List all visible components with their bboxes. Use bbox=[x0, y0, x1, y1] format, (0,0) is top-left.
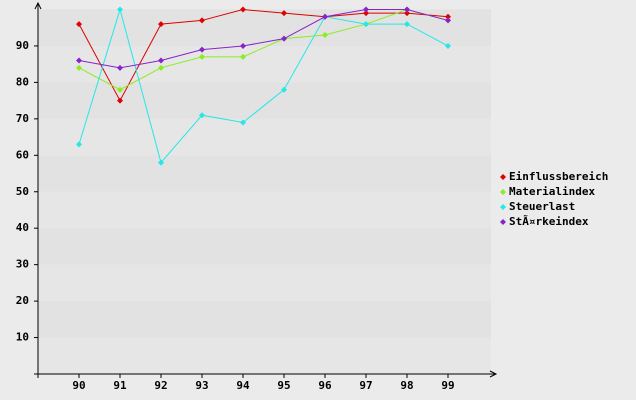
marker bbox=[199, 53, 205, 60]
line bbox=[78, 8, 449, 91]
marker bbox=[445, 13, 451, 20]
marker bbox=[117, 86, 123, 93]
legend-marker bbox=[500, 204, 506, 210]
y-tick-label: 50 bbox=[16, 185, 29, 198]
x-tick-label: 98 bbox=[400, 379, 413, 392]
y-tick-label: 90 bbox=[16, 39, 29, 52]
x-tick-label: 92 bbox=[154, 379, 167, 392]
marker bbox=[445, 42, 451, 49]
y-axis-arrow bbox=[34, 1, 42, 10]
y-tick-label: 80 bbox=[16, 75, 29, 88]
marker bbox=[445, 17, 451, 24]
marker bbox=[158, 21, 164, 28]
marker bbox=[240, 119, 246, 126]
y-tick-label: 10 bbox=[16, 331, 29, 344]
marker bbox=[117, 64, 123, 71]
marker bbox=[199, 112, 205, 119]
x-tick-label: 90 bbox=[72, 379, 85, 392]
line bbox=[78, 9, 449, 69]
x-tick-label: 91 bbox=[113, 379, 127, 392]
band bbox=[38, 264, 491, 302]
band bbox=[38, 191, 491, 229]
legend-marker bbox=[500, 219, 506, 225]
marker bbox=[76, 141, 82, 148]
marker bbox=[281, 86, 287, 93]
legend-marker bbox=[500, 174, 506, 180]
marker bbox=[76, 21, 82, 28]
marker bbox=[158, 57, 164, 64]
band bbox=[38, 82, 491, 119]
marker bbox=[117, 97, 123, 104]
y-tick-label: 40 bbox=[16, 221, 29, 234]
marker bbox=[240, 42, 246, 49]
x-tick-label: 95 bbox=[277, 379, 290, 392]
band bbox=[38, 45, 491, 83]
marker bbox=[404, 10, 410, 17]
marker bbox=[363, 10, 369, 17]
x-tick-label: 96 bbox=[318, 379, 332, 392]
x-tick-label: 97 bbox=[359, 379, 372, 392]
legend-marker bbox=[500, 189, 506, 195]
legend-label: Einflussbereich bbox=[509, 170, 608, 183]
x-tick-label: 99 bbox=[441, 379, 454, 392]
band bbox=[38, 118, 491, 156]
marker bbox=[281, 10, 287, 17]
marker bbox=[117, 6, 123, 13]
marker bbox=[240, 53, 246, 60]
marker bbox=[199, 17, 205, 24]
y-tick-label: 70 bbox=[16, 112, 29, 125]
marker bbox=[404, 21, 410, 28]
marker bbox=[281, 35, 287, 42]
band bbox=[38, 228, 491, 265]
marker bbox=[76, 64, 82, 71]
legend-label: Materialindex bbox=[509, 185, 595, 198]
marker bbox=[404, 6, 410, 13]
marker bbox=[363, 21, 369, 28]
marker bbox=[322, 13, 328, 20]
y-tick-label: 20 bbox=[16, 294, 29, 307]
marker bbox=[199, 46, 205, 53]
band bbox=[38, 155, 491, 192]
marker bbox=[322, 32, 328, 39]
y-tick-label: 30 bbox=[16, 258, 29, 271]
band bbox=[38, 9, 491, 46]
legend-label: Steuerlast bbox=[509, 200, 575, 213]
marker bbox=[158, 64, 164, 71]
line bbox=[78, 7, 449, 164]
x-tick-label: 94 bbox=[236, 379, 250, 392]
band bbox=[38, 301, 491, 338]
x-axis-arrow bbox=[489, 370, 498, 378]
marker bbox=[363, 6, 369, 13]
marker bbox=[76, 57, 82, 64]
marker bbox=[158, 159, 164, 166]
band bbox=[38, 337, 491, 374]
marker bbox=[240, 6, 246, 13]
y-tick-label: 60 bbox=[16, 148, 29, 161]
line bbox=[78, 8, 449, 102]
x-tick-label: 93 bbox=[195, 379, 208, 392]
legend-label: StÃ¤rkeindex bbox=[509, 215, 589, 228]
